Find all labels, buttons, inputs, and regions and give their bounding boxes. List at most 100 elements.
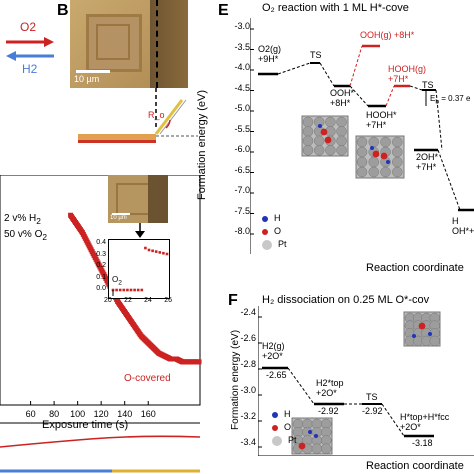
inset-point xyxy=(122,288,126,292)
down-arrow-icon xyxy=(135,223,145,238)
panel-b-letter: B xyxy=(57,2,69,19)
ytick-label: -2.6 xyxy=(240,333,256,343)
pt-atom xyxy=(356,146,368,158)
legend-item: Pt xyxy=(262,238,287,251)
xtick-label: 60 xyxy=(26,409,36,419)
inset-point xyxy=(133,288,136,292)
adsorbate-atom xyxy=(318,124,322,128)
legend-item: Pt xyxy=(272,434,297,447)
xtick-label: 120 xyxy=(94,409,109,419)
structure-3-icon xyxy=(291,417,333,455)
adsorbate-atom xyxy=(418,322,426,330)
pf-s3v: -3.18 xyxy=(412,438,433,448)
ytick-label: -4.0 xyxy=(234,62,250,72)
xtick-label: 80 xyxy=(49,409,59,419)
ytick-label: -3.5 xyxy=(234,41,250,52)
panel-a-arrows: O2 H2 xyxy=(0,20,60,80)
inset-xticks: 20 22 24 26 xyxy=(104,297,172,304)
h2-label: H2 xyxy=(22,62,38,76)
panel-b-schematic: R_o xyxy=(78,88,198,143)
pt-atom xyxy=(368,166,380,178)
legend-item: H xyxy=(272,408,297,421)
adsorbate-atom xyxy=(386,160,390,164)
pt-atom xyxy=(392,146,403,158)
scalebar-label: 10 µm xyxy=(74,74,100,84)
panel-c: 60 80 100 120 140 160 2 v% H2 50 v% O2 O-cove… xyxy=(0,175,206,474)
panel-f-xlabel: Reaction coordinate xyxy=(366,460,464,472)
pf-s1v: -2.65 xyxy=(266,370,287,380)
ytick-label: -5.5 xyxy=(234,123,250,134)
inset-point xyxy=(165,252,169,256)
inset-point xyxy=(126,288,129,292)
scalebar-line xyxy=(76,70,110,73)
inset-point xyxy=(151,249,154,253)
legend-dot-icon xyxy=(272,424,278,431)
adsorbate-atom xyxy=(298,442,306,450)
legend-dot-icon xyxy=(272,411,278,418)
ytick-label: -3.4 xyxy=(240,437,256,447)
o2-label: O2 xyxy=(20,20,37,34)
adsorbate-atom xyxy=(314,434,318,438)
adsorbate-atom xyxy=(412,334,416,338)
adsorbate-atom xyxy=(308,430,312,434)
pe-ts2: TS xyxy=(422,80,434,90)
pf-s3: H*top+H*fcc +2O* xyxy=(400,412,450,432)
xtick-label: 140 xyxy=(117,409,132,419)
pt-atom xyxy=(380,166,391,178)
legend-o2: 50 v% O2 xyxy=(4,229,47,242)
inset-point xyxy=(144,246,147,250)
pt-atom xyxy=(336,116,347,128)
inset-micrograph: 10 µm xyxy=(108,175,168,223)
pt-atom xyxy=(313,135,325,147)
angle-label: R_o xyxy=(148,110,165,120)
pe-s3g: HOOH(g) +7H* xyxy=(388,64,426,84)
pt-atom xyxy=(313,144,325,156)
pe-ts1: TS xyxy=(310,50,322,60)
pt-atom xyxy=(320,443,332,454)
inset-point xyxy=(162,251,165,255)
inset-point xyxy=(154,250,158,253)
adsorbate-atom xyxy=(324,136,332,144)
ytick-label: -7.5 xyxy=(234,205,250,216)
pt-atom xyxy=(392,166,403,178)
legend-dot-icon xyxy=(262,215,268,222)
xtick-label: 160 xyxy=(141,409,156,419)
adsorbate-atom xyxy=(380,152,388,160)
panel-f-title: H₂ dissociation on 0.25 ML O*-cov xyxy=(262,294,430,306)
pt-atom xyxy=(356,136,368,148)
adsorbate-atom xyxy=(372,150,380,158)
pe-s3: HOOH* +7H* xyxy=(366,110,397,130)
pf-s2: H2*top +2O* xyxy=(316,378,344,398)
pt-atom xyxy=(368,156,380,168)
pf-s1: H2(g) +2O* xyxy=(262,341,285,361)
inset-point xyxy=(118,288,122,292)
pt-atom xyxy=(325,116,336,128)
pe-s2: OOH* +8H* xyxy=(330,88,355,108)
panel-f-chart xyxy=(258,306,474,456)
pt-atom xyxy=(336,126,347,137)
pt-atom xyxy=(325,144,336,156)
adsorbate-atom xyxy=(320,128,328,136)
inset-o2-marker: O2 xyxy=(112,275,122,287)
pe-eb: Eb = 0.37 e xyxy=(430,94,471,106)
structure-4-icon xyxy=(403,311,441,347)
inset-point xyxy=(147,248,151,252)
inset-scalebar: 10 µm xyxy=(110,215,127,221)
pt-atom xyxy=(302,116,314,128)
pe-s4: 2OH* +7H* xyxy=(416,152,439,172)
pf-tsv: -2.92 xyxy=(362,406,383,416)
inset-yticks: 0.4 0.3 0.2 0.1 0.0 xyxy=(96,239,106,292)
pt-atom xyxy=(336,144,347,156)
adsorbate-atom xyxy=(428,332,432,336)
pe-legend: H O Pt xyxy=(262,212,287,251)
panel-e-xlabel: Reaction coordinate xyxy=(366,262,464,274)
pf-legend: H O Pt xyxy=(272,408,297,447)
ytick-label: -8.0 xyxy=(234,226,250,236)
inset-point xyxy=(140,288,144,292)
structure-2-icon xyxy=(355,135,405,179)
xtick-label: 100 xyxy=(70,409,85,419)
pt-atom xyxy=(380,136,391,148)
pt-atom xyxy=(336,135,347,147)
inset-point xyxy=(158,251,162,254)
legend-item: H xyxy=(262,212,287,225)
